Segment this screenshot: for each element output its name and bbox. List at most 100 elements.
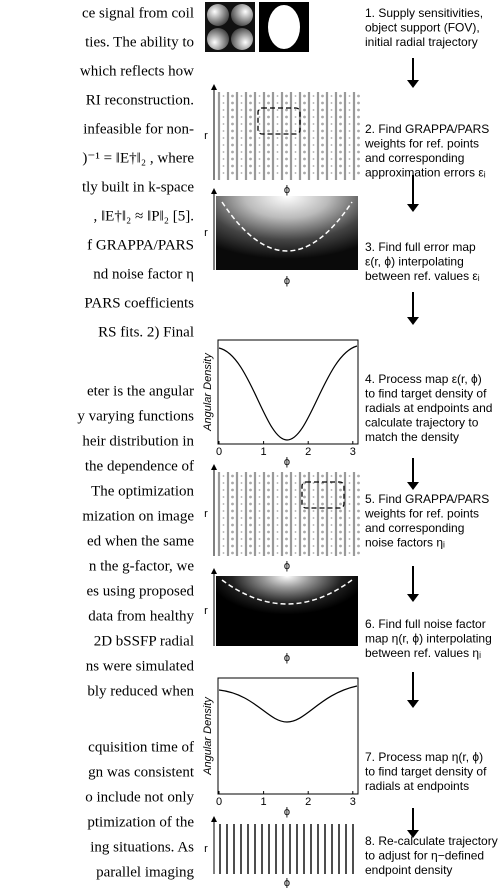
ref-point <box>349 116 351 118</box>
ref-point <box>285 489 288 492</box>
ref-point <box>357 151 360 154</box>
step-text: approximation errors εᵢ <box>365 166 486 180</box>
body-text-line: data from healthy <box>88 608 194 624</box>
ref-point <box>241 545 243 547</box>
ref-point <box>331 503 333 505</box>
ref-point <box>267 123 270 126</box>
ref-point <box>295 538 297 540</box>
ref-point <box>241 552 243 554</box>
axis-arrow <box>211 568 217 574</box>
ref-point <box>267 496 270 499</box>
ref-point <box>321 524 324 527</box>
ref-point <box>313 137 315 139</box>
ref-point <box>285 137 288 140</box>
ref-point <box>321 95 324 98</box>
ref-point <box>249 517 252 520</box>
ref-point <box>313 95 315 97</box>
body-text-line: parallel imaging <box>96 864 194 880</box>
ref-point <box>357 116 360 119</box>
ref-point <box>241 517 243 519</box>
tick-label: 0 <box>216 446 222 458</box>
ref-point <box>339 116 342 119</box>
ref-point <box>349 102 351 104</box>
ref-point <box>295 489 297 491</box>
ref-point <box>321 123 324 126</box>
ref-point <box>313 172 315 174</box>
ref-point <box>231 482 234 485</box>
step-text: between ref. values εᵢ <box>365 269 480 283</box>
page: ce signal from coilties. The ability tow… <box>0 0 500 888</box>
ref-point <box>349 109 351 111</box>
ref-point <box>241 496 243 498</box>
ref-point <box>303 109 306 112</box>
ref-point <box>259 482 261 484</box>
ref-point <box>303 102 306 105</box>
ref-point <box>231 510 234 513</box>
axis-label: ϕ <box>284 877 290 888</box>
ref-point <box>259 116 261 118</box>
ref-point <box>349 531 351 533</box>
ref-point <box>349 538 351 540</box>
ref-point <box>339 130 342 133</box>
ref-point <box>349 517 351 519</box>
ref-point <box>321 109 324 112</box>
tick-label: 3 <box>350 446 356 458</box>
axis-label: r <box>204 130 208 142</box>
ref-point <box>285 475 288 478</box>
ref-point <box>303 517 306 520</box>
ref-point <box>241 165 243 167</box>
ref-point <box>249 538 252 541</box>
ref-point <box>331 144 333 146</box>
ref-point <box>231 116 234 119</box>
ref-point <box>339 102 342 105</box>
step-text: 7. Process map η(r, ϕ) <box>365 750 483 764</box>
ref-point <box>277 545 279 547</box>
ref-point <box>223 475 225 477</box>
step-text: radials at endpoints and <box>365 401 492 415</box>
ref-point <box>277 538 279 540</box>
ref-point <box>331 172 333 174</box>
ref-point <box>321 116 324 119</box>
step-text: 8. Re-calculate trajectory <box>365 834 498 848</box>
coil-map <box>231 28 253 50</box>
axis-label: ϕ <box>284 652 290 664</box>
ref-point <box>259 172 261 174</box>
ref-point <box>331 524 333 526</box>
body-text-line: gn was consistent <box>88 764 195 780</box>
ref-point <box>259 531 261 533</box>
step-text: calculate trajectory to <box>365 416 479 430</box>
ref-point <box>357 475 360 478</box>
arrow-head <box>407 700 419 708</box>
ref-point <box>223 482 225 484</box>
ref-point <box>321 503 324 506</box>
ref-point <box>303 531 306 534</box>
ref-point <box>223 109 225 111</box>
ref-point <box>339 165 342 168</box>
body-text-line: ptimization of the <box>87 814 194 830</box>
ref-point <box>357 531 360 534</box>
step-text: 1. Supply sensitivities, <box>365 6 483 20</box>
ref-point <box>249 503 252 506</box>
ref-point <box>357 144 360 147</box>
ref-point <box>241 116 243 118</box>
ref-point <box>259 552 261 554</box>
axis-label: r <box>204 508 208 520</box>
ref-point <box>285 95 288 98</box>
ref-point <box>303 123 306 126</box>
ref-point <box>249 130 252 133</box>
ref-point <box>267 475 270 478</box>
ref-point <box>259 503 261 505</box>
ref-point <box>331 137 333 139</box>
ref-point <box>339 137 342 140</box>
ref-point <box>339 95 342 98</box>
axis-arrow <box>211 816 217 822</box>
ref-point <box>223 116 225 118</box>
ref-point <box>267 489 270 492</box>
ref-point <box>303 510 306 513</box>
axis-label: Angular Density <box>202 696 214 776</box>
step-text: to adjust for η−defined <box>365 849 484 863</box>
ref-point <box>223 151 225 153</box>
ref-point <box>331 102 333 104</box>
step-text: and corresponding <box>365 151 464 165</box>
ref-point <box>277 531 279 533</box>
